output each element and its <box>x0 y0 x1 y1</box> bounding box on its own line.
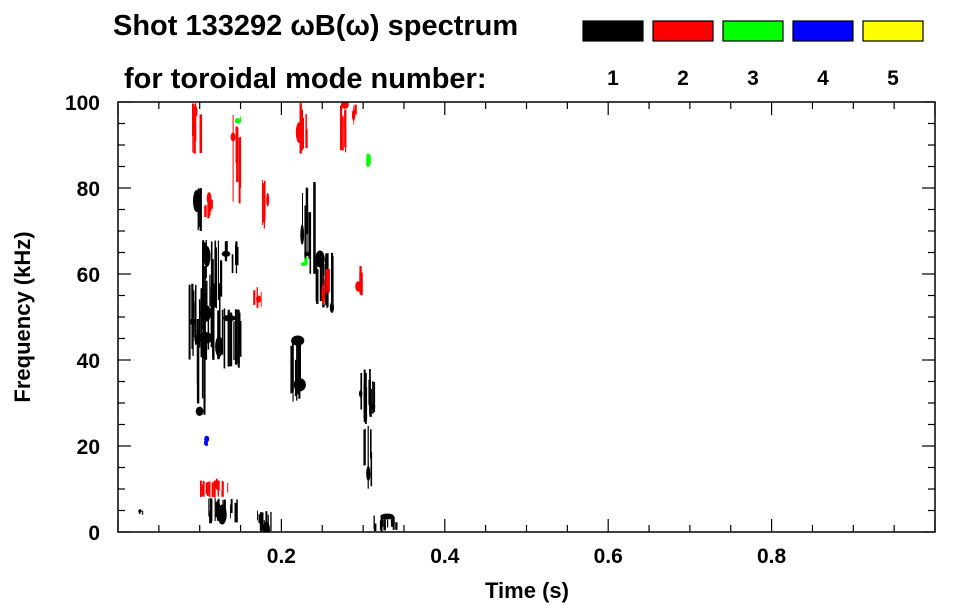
spectrum-region-mode-1-2 <box>215 308 242 369</box>
spectrum-region-mode-1-12 <box>257 510 272 532</box>
chart-title: Shot 133292 ωB(ω) spectrum <box>113 10 518 42</box>
legend-swatch-mode-4 <box>792 20 854 42</box>
spectrum-region-mode-1-7 <box>315 250 334 313</box>
spectrum-region-mode-1-6 <box>300 182 316 274</box>
legend-label-mode-5: 5 <box>887 67 899 90</box>
x-tick-label: 0.6 <box>594 545 623 568</box>
chart-subtitle: for toroidal mode number: <box>124 63 487 95</box>
spectrum-region-mode-2-25 <box>200 478 229 498</box>
spectrum-region-mode-1-9 <box>359 369 376 424</box>
legend-label-mode-4: 4 <box>817 67 829 90</box>
spectrum-region-mode-1-4 <box>193 188 202 231</box>
spectrum-region-mode-3-26 <box>234 116 241 124</box>
spectrum-region-mode-1-3 <box>195 319 206 416</box>
x-tick-label: 0.2 <box>267 545 296 568</box>
spectrum-region-mode-2-22 <box>351 104 357 125</box>
y-tick-label: 60 <box>77 264 100 287</box>
x-tick-label: 0.4 <box>430 545 460 568</box>
spectrum-region-mode-1-13 <box>373 513 398 532</box>
spectrum-region-mode-2-19 <box>261 180 270 229</box>
spectrum-region-mode-3-28 <box>300 256 308 266</box>
legend-swatch-mode-1 <box>582 20 644 42</box>
spectrum-region-mode-1-1 <box>202 240 223 309</box>
legend: 1 2 3 4 5 <box>582 20 924 90</box>
legend-swatch-mode-2 <box>652 20 714 42</box>
spectrum-region-mode-2-17 <box>230 114 242 204</box>
legend-label-mode-3: 3 <box>747 67 759 90</box>
spectrum-region-mode-3-27 <box>366 153 371 168</box>
legend-label-mode-1: 1 <box>607 67 619 90</box>
legend-swatch-mode-3 <box>722 20 784 42</box>
spectrum-region-mode-2-20 <box>295 103 308 154</box>
spectrum-region-mode-4-29 <box>204 435 210 446</box>
spectrum-region-mode-2-21 <box>340 102 349 153</box>
y-axis-tick-labels: 0 20 40 60 80 100 <box>65 92 100 545</box>
spectrum-region-mode-2-23 <box>321 268 330 306</box>
spectrum-region-mode-1-14 <box>138 509 144 515</box>
spectrum-region-mode-2-15 <box>192 103 203 154</box>
legend-swatch-mode-5 <box>862 20 924 42</box>
x-tick-label: 0.8 <box>757 545 787 568</box>
axis-ticks <box>117 101 936 533</box>
y-tick-label: 80 <box>77 178 100 201</box>
y-tick-label: 100 <box>65 92 100 115</box>
y-tick-label: 0 <box>88 522 100 545</box>
spectrum-marks <box>138 102 398 532</box>
spectrum-region-mode-1-10 <box>363 425 373 489</box>
legend-label-mode-2: 2 <box>677 67 689 90</box>
spectrum-region-mode-2-24 <box>355 266 363 296</box>
y-axis-title: Frequency (kHz) <box>10 231 35 402</box>
x-axis-tick-labels: 0.2 0.4 0.6 0.8 <box>267 545 787 568</box>
spectrum-region-mode-2-18 <box>253 287 262 309</box>
y-tick-label: 20 <box>77 436 100 459</box>
y-tick-label: 40 <box>77 350 100 373</box>
spectrum-region-mode-1-8 <box>290 335 306 402</box>
spectrum-region-mode-1-5 <box>221 241 239 274</box>
spectrum-region-mode-1-11 <box>208 498 238 525</box>
spectrum-region-mode-2-16 <box>204 192 213 219</box>
x-axis-title: Time (s) <box>485 578 569 603</box>
